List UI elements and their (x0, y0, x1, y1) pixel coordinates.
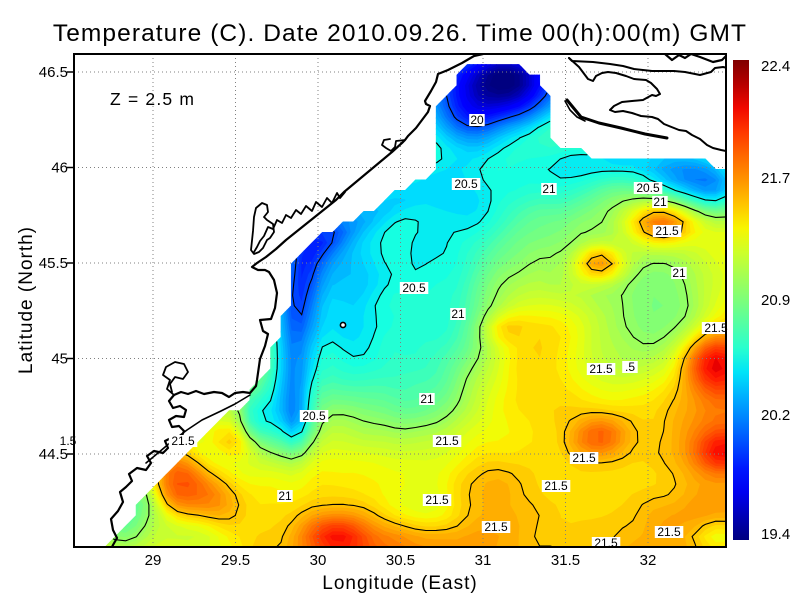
svg-text:21.5: 21.5 (704, 321, 728, 335)
svg-text:Latitude (North): Latitude (North) (16, 226, 37, 374)
svg-text:21.5: 21.5 (484, 520, 508, 534)
svg-text:20.9: 20.9 (761, 292, 790, 309)
svg-text:19.4: 19.4 (761, 526, 790, 543)
svg-text:20.5: 20.5 (402, 281, 426, 295)
svg-text:21: 21 (542, 182, 556, 196)
svg-text:30: 30 (310, 552, 327, 569)
svg-text:21.5: 21.5 (572, 451, 596, 465)
svg-text:21: 21 (278, 489, 292, 503)
svg-text:21.7: 21.7 (761, 170, 790, 187)
svg-text:21.5: 21.5 (544, 479, 568, 493)
svg-text:21: 21 (672, 266, 686, 280)
svg-text:21.5: 21.5 (655, 224, 679, 238)
svg-text:20: 20 (470, 113, 484, 127)
svg-text:21.5: 21.5 (425, 493, 449, 507)
svg-text:Longitude (East): Longitude (East) (322, 573, 477, 594)
svg-text:46.5: 46.5 (39, 64, 68, 81)
svg-text:31: 31 (475, 552, 492, 569)
svg-text:21: 21 (451, 307, 465, 321)
svg-text:.5: .5 (625, 360, 635, 374)
svg-text:21: 21 (420, 392, 434, 406)
svg-text:Z = 2.5 m: Z = 2.5 m (110, 89, 195, 109)
svg-text:21.5: 21.5 (171, 434, 195, 448)
svg-text:21.5: 21.5 (435, 434, 459, 448)
svg-text:22.4: 22.4 (761, 58, 790, 75)
svg-text:46: 46 (51, 160, 68, 177)
svg-text:45.5: 45.5 (39, 255, 68, 272)
svg-text:32: 32 (640, 552, 657, 569)
svg-text:44.5: 44.5 (39, 446, 68, 463)
svg-text:20.2: 20.2 (761, 407, 790, 424)
svg-text:29: 29 (145, 552, 162, 569)
svg-text:Temperature (C). Date 2010.09.: Temperature (C). Date 2010.09.26. Time 0… (53, 20, 747, 47)
svg-text:30.5: 30.5 (386, 552, 415, 569)
svg-text:21: 21 (653, 195, 667, 209)
svg-text:31.5: 31.5 (551, 552, 580, 569)
svg-text:21.5: 21.5 (594, 536, 618, 550)
svg-text:20.5: 20.5 (636, 181, 660, 195)
svg-text:20.5: 20.5 (302, 409, 326, 423)
svg-text:21.5: 21.5 (589, 362, 613, 376)
svg-text:20.5: 20.5 (454, 177, 478, 191)
svg-text:1.5: 1.5 (60, 434, 77, 448)
svg-text:29.5: 29.5 (221, 552, 250, 569)
svg-text:21.5: 21.5 (657, 525, 681, 539)
svg-text:45: 45 (51, 351, 68, 368)
